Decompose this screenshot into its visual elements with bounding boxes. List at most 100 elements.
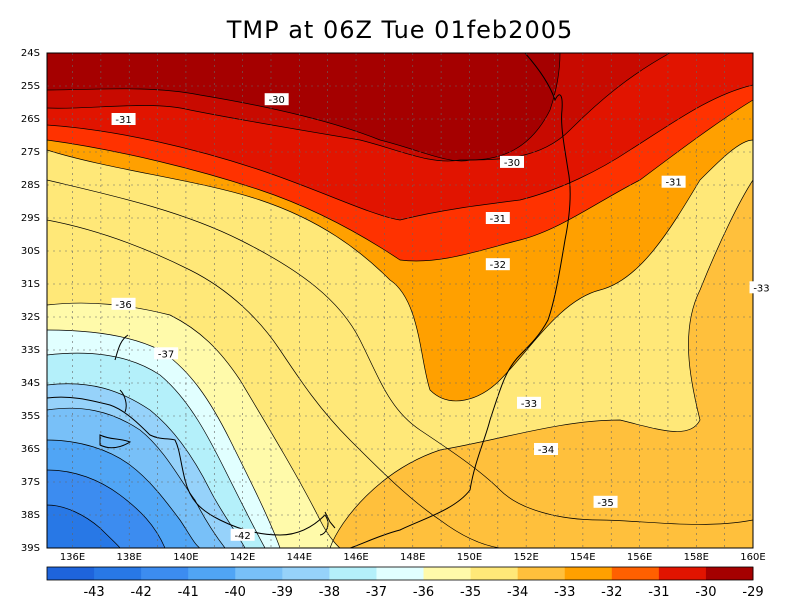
svg-text:-37: -37 xyxy=(158,349,174,360)
colorbar-swatch xyxy=(517,567,566,580)
coastline xyxy=(349,53,571,548)
lat-tick-label: 39S xyxy=(21,543,40,554)
svg-text:-30: -30 xyxy=(504,158,520,169)
colorbar-label: -34 xyxy=(507,585,528,600)
lat-tick-label: 33S xyxy=(21,345,40,356)
contour-label: -31 xyxy=(111,113,136,126)
lon-tick-label: 158E xyxy=(684,552,709,563)
svg-text:-31: -31 xyxy=(490,214,506,225)
lon-tick-label: 146E xyxy=(343,552,368,563)
lat-tick-label: 34S xyxy=(21,378,40,389)
lat-tick-labels: 24S 25S 26S 27S 28S 29S 30S 31S 32S 33S 34S 35S 36S 3… xyxy=(21,48,40,554)
colorbar-swatch xyxy=(423,567,472,580)
fill-band-minus-34 xyxy=(330,180,753,548)
colorbar-swatch xyxy=(470,567,519,580)
colorbar-swatch xyxy=(611,567,660,580)
colorbar: -43 -42 -41 -40 -39 -38 -37 -36 -35 -34 -33 -32 -31 -… xyxy=(46,566,764,600)
map-title: TMP at 06Z Tue 01feb2005 xyxy=(226,16,574,44)
lon-tick-label: 144E xyxy=(287,552,312,563)
fill-band-minus-43 xyxy=(47,505,120,548)
lat-tick-label: 37S xyxy=(21,477,40,488)
lon-tick-label: 150E xyxy=(457,552,482,563)
colorbar-label: -40 xyxy=(225,585,246,600)
gridlines xyxy=(47,53,753,548)
south-coastline xyxy=(47,396,329,536)
svg-text:-31: -31 xyxy=(665,178,681,189)
svg-text:-34: -34 xyxy=(538,445,554,456)
contour-label: -35 xyxy=(593,495,618,509)
colorbar-label: -43 xyxy=(83,585,104,600)
colorbar-swatch xyxy=(705,567,754,580)
colorbar-label: -42 xyxy=(131,585,152,600)
lon-tick-label: 152E xyxy=(513,552,538,563)
colorbar-swatch xyxy=(94,567,142,580)
colorbar-swatch xyxy=(329,567,377,580)
contour-label: -42 xyxy=(230,528,255,542)
svg-text:-33: -33 xyxy=(521,399,537,410)
colorbar-label: -38 xyxy=(319,585,340,600)
colorbar-label: -35 xyxy=(460,585,481,600)
lon-tick-label: 138E xyxy=(117,552,142,563)
lat-tick-label: 27S xyxy=(21,147,40,158)
svg-text:-35: -35 xyxy=(597,498,613,509)
lon-tick-label: 154E xyxy=(570,552,595,563)
map-plot-area xyxy=(47,53,753,548)
contour-label: -30 xyxy=(499,155,524,169)
contour-label: -34 xyxy=(534,443,559,456)
colorbar-label: -36 xyxy=(413,585,434,600)
colorbar-label: -33 xyxy=(554,585,575,600)
colorbar-label: -30 xyxy=(695,585,716,600)
colorbar-label: -39 xyxy=(272,585,293,600)
inlet-coastline xyxy=(324,511,336,529)
svg-text:-36: -36 xyxy=(115,300,131,311)
contour-label: -36 xyxy=(111,297,136,311)
contour-label: -31 xyxy=(661,175,686,189)
lat-tick-label: 31S xyxy=(21,279,40,290)
svg-text:-32: -32 xyxy=(490,260,506,271)
lon-tick-label: 140E xyxy=(173,552,198,563)
lat-tick-label: 28S xyxy=(21,180,40,191)
svg-text:-33: -33 xyxy=(753,283,769,294)
colorbar-swatch xyxy=(188,567,236,580)
fill-band-minus-29 xyxy=(47,53,560,161)
lon-tick-label: 142E xyxy=(230,552,255,563)
plot-frame xyxy=(46,52,754,549)
colorbar-label: -41 xyxy=(178,585,199,600)
svg-text:-30: -30 xyxy=(268,95,284,106)
contour-labels: -30-31-30-31-31-32-33-36-37-33-34-35-34-… xyxy=(111,93,774,542)
contour-label: -30 xyxy=(264,93,289,106)
colorbar-label: -37 xyxy=(366,585,387,600)
lon-tick-labels: 136E 138E 140E 142E 144E 146E 148E 150E 152E 154E… xyxy=(60,552,766,563)
svg-text:-31: -31 xyxy=(115,115,131,126)
lon-tick-label: 160E xyxy=(740,552,765,563)
colorbar-swatch xyxy=(564,567,613,580)
contour-label: -33 xyxy=(517,396,542,410)
contour-label: -33 xyxy=(749,281,774,294)
lat-tick-label: 30S xyxy=(21,246,40,257)
colorbar-swatch xyxy=(141,567,189,580)
colorbar-label: -31 xyxy=(648,585,669,600)
lon-tick-label: 136E xyxy=(60,552,85,563)
lat-tick-label: 32S xyxy=(21,312,40,323)
lat-tick-label: 38S xyxy=(21,510,40,521)
lat-tick-label: 25S xyxy=(21,81,40,92)
colorbar-label: -32 xyxy=(601,585,622,600)
colorbar-label: -29 xyxy=(742,585,763,600)
gulf-coastline xyxy=(99,334,132,449)
lat-tick-label: 35S xyxy=(21,411,40,422)
colorbar-swatch xyxy=(47,567,95,580)
svg-text:-42: -42 xyxy=(234,531,250,542)
colorbar-swatch xyxy=(376,567,425,580)
contour-label: -32 xyxy=(485,258,510,271)
contour-label: -37 xyxy=(154,347,179,360)
colorbar-swatch xyxy=(282,567,330,580)
contour-label: -31 xyxy=(485,212,510,225)
colorbar-swatch xyxy=(235,567,283,580)
lat-tick-label: 24S xyxy=(21,48,40,59)
lat-tick-label: 29S xyxy=(21,213,40,224)
lat-tick-label: 26S xyxy=(21,114,40,125)
contour-lines xyxy=(47,53,753,548)
lat-tick-label: 36S xyxy=(21,444,40,455)
colorbar-swatch xyxy=(658,567,707,580)
